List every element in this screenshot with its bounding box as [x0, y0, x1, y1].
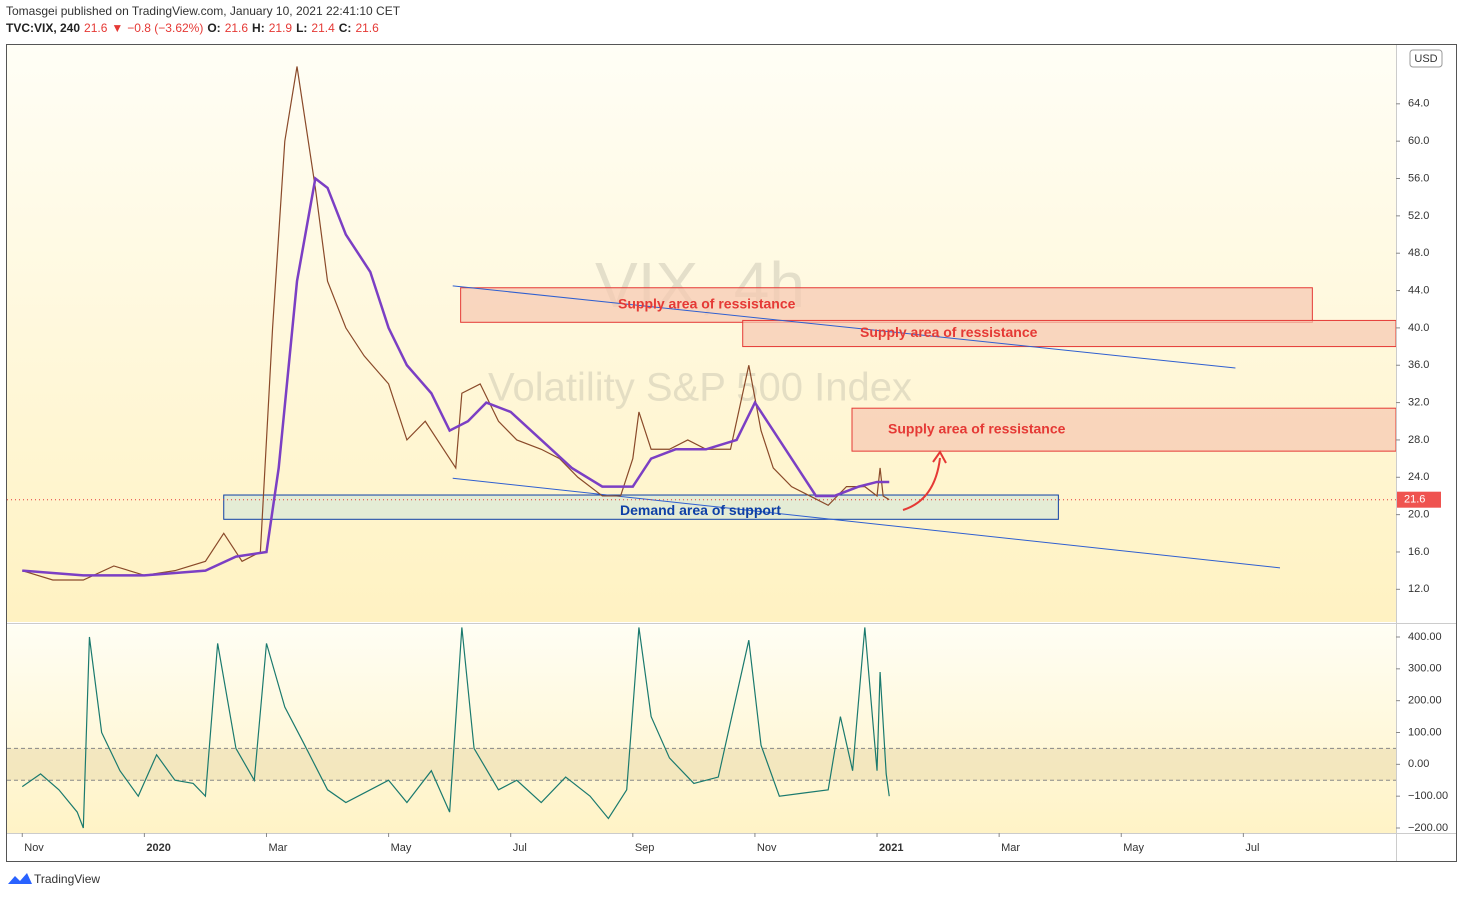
- y-tick-label: 36.0: [1408, 359, 1429, 371]
- trendline: [452, 285, 1236, 369]
- watermark-subtitle: Volatility S&P 500 Index: [488, 366, 912, 410]
- arrow: [902, 457, 941, 511]
- arrow-head: [932, 450, 947, 464]
- footer-brand: TradingView: [34, 872, 100, 886]
- legend-part: TVC:VIX, 240: [6, 21, 80, 35]
- y-tick-label: −200.00: [1408, 822, 1448, 834]
- legend-part: L:: [296, 21, 307, 35]
- oscillator-pane: [7, 625, 1396, 833]
- series-line: [22, 176, 890, 577]
- x-tick-label: May: [391, 842, 412, 854]
- x-tick-label: Jul: [513, 842, 527, 854]
- legend-part: O:: [207, 21, 220, 35]
- legend-part: 21.6: [355, 21, 379, 35]
- legend-part: −0.8 (−3.62%): [127, 21, 203, 35]
- last-price-label: 21.6: [1404, 494, 1425, 506]
- series-line: [22, 66, 890, 581]
- y-tick-label: −100.00: [1408, 790, 1448, 802]
- zone-label: Supply area of ressistance: [888, 420, 1066, 436]
- x-tick-label: Nov: [24, 842, 44, 854]
- currency-badge: [1409, 49, 1443, 68]
- currency: USD: [1414, 53, 1437, 65]
- zone: [851, 407, 1396, 452]
- y-tick-label: 28.0: [1408, 434, 1429, 446]
- series-line: [21, 627, 890, 829]
- x-tick-label: Nov: [757, 842, 777, 854]
- logo: [8, 873, 32, 884]
- legend-part: ▼: [111, 21, 123, 35]
- symbol-legend: TVC:VIX, 240 21.6 ▼ −0.8 (−3.62%) O: 21.6 H: 21…: [6, 21, 379, 35]
- y-tick-label: 200.00: [1408, 695, 1442, 707]
- x-tick-label: May: [1123, 842, 1144, 854]
- x-tick-label: 2020: [146, 842, 170, 854]
- y-tick-label: 24.0: [1408, 471, 1429, 483]
- zone: [742, 319, 1396, 348]
- last-price-badge: [1397, 491, 1441, 508]
- zone-label: Demand area of support: [620, 502, 781, 518]
- published-line: Tomasgei published on TradingView.com, J…: [6, 4, 401, 18]
- x-tick-label: Mar: [1001, 842, 1020, 854]
- zone-label: Supply area of ressistance: [618, 296, 796, 312]
- legend-part: 21.9: [269, 21, 293, 35]
- y-tick-label: 100.00: [1408, 726, 1442, 738]
- y-tick-label: 64.0: [1408, 98, 1429, 110]
- y-tick-label: 12.0: [1408, 583, 1429, 595]
- legend-part: 21.6: [84, 21, 108, 35]
- y-tick-label: 0.00: [1408, 758, 1429, 770]
- legend-part: 21.4: [311, 21, 335, 35]
- x-tick-label: Jul: [1245, 842, 1259, 854]
- y-tick-label: 60.0: [1408, 135, 1429, 147]
- zone: [460, 287, 1313, 323]
- oscillator-plot: [7, 627, 1396, 829]
- x-tick-label: Mar: [268, 842, 287, 854]
- y-tick-label: 48.0: [1408, 247, 1429, 259]
- y-tick-label: 40.0: [1408, 322, 1429, 334]
- legend-part: C:: [339, 21, 352, 35]
- zone-label: Supply area of ressistance: [860, 324, 1038, 340]
- axes: 12.0 16.0 20.0 24.0 28.0 32.0 36.0 40.0 44.0 48.0…: [21, 98, 1448, 854]
- trendline: [452, 477, 1281, 569]
- y-tick-label: 20.0: [1408, 509, 1429, 521]
- x-tick-label: 2021: [879, 842, 903, 854]
- y-tick-label: 52.0: [1408, 210, 1429, 222]
- legend-part: H:: [252, 21, 265, 35]
- price-plot: [7, 66, 1396, 581]
- y-tick-label: 44.0: [1408, 284, 1429, 296]
- y-tick-label: 32.0: [1408, 396, 1429, 408]
- y-tick-label: 400.00: [1408, 631, 1442, 643]
- legend-part: 21.6: [225, 21, 249, 35]
- y-tick-label: 56.0: [1408, 172, 1429, 184]
- band: [7, 748, 1396, 781]
- x-tick-label: Sep: [635, 842, 655, 854]
- y-tick-label: 16.0: [1408, 546, 1429, 558]
- y-tick-label: 300.00: [1408, 663, 1442, 675]
